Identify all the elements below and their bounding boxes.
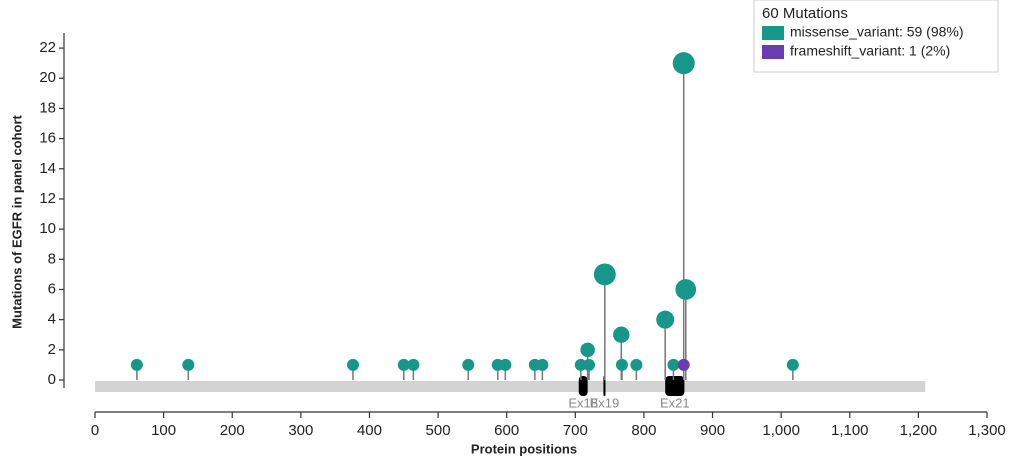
mutation-marker: [667, 358, 680, 371]
mutation-marker: [182, 358, 195, 371]
mutation-marker: [677, 358, 690, 371]
mutation-marker: [499, 358, 512, 371]
y-tick-label: 18: [39, 99, 56, 116]
mutation-marker: [786, 358, 799, 371]
mutation-marker: [583, 358, 596, 371]
mutation-marker: [580, 342, 595, 358]
exon-label: Ex21: [660, 395, 690, 410]
exon: [665, 376, 685, 396]
mutation-marker: [615, 358, 628, 371]
x-tick-label: 300: [288, 422, 313, 439]
x-tick-label: 700: [563, 422, 588, 439]
x-tick-label: 600: [494, 422, 519, 439]
x-tick-label: 400: [357, 422, 382, 439]
legend-label: missense_variant: 59 (98%): [790, 24, 964, 40]
y-tick-label: 6: [48, 280, 56, 297]
mutation-marker: [346, 358, 359, 371]
x-tick-label: 800: [631, 422, 656, 439]
mutation-marker: [630, 358, 643, 371]
exon-label: Ex18: [568, 395, 598, 410]
mutation-marker: [672, 52, 695, 75]
x-axis-label: Protein positions: [471, 441, 577, 456]
legend-swatch: [762, 45, 784, 59]
x-tick-label: 1,300: [968, 422, 1006, 439]
exon: [603, 376, 606, 396]
y-tick-label: 2: [48, 341, 56, 358]
legend-swatch: [762, 26, 784, 40]
y-tick-label: 12: [39, 190, 56, 207]
x-tick-label: 100: [151, 422, 176, 439]
mutation-marker: [407, 358, 420, 371]
y-tick-label: 20: [39, 69, 56, 86]
legend-title: 60 Mutations: [762, 5, 848, 22]
x-tick-label: 1,100: [831, 422, 869, 439]
y-tick-label: 22: [39, 39, 56, 56]
exon-label: Ex19: [590, 395, 620, 410]
y-tick-label: 8: [48, 250, 56, 267]
y-axis-label: Mutations of EGFR in panel cohort: [9, 114, 24, 328]
protein-bar: [95, 381, 926, 392]
mutation-marker: [574, 358, 587, 371]
x-tick-label: 1,000: [762, 422, 800, 439]
y-tick-label: 10: [39, 220, 56, 237]
y-tick-label: 0: [48, 371, 56, 388]
mutation-marker: [613, 326, 630, 343]
mutation-marker: [130, 358, 143, 371]
exon: [578, 376, 588, 396]
legend-box: [753, 0, 999, 73]
y-tick-label: 16: [39, 130, 56, 147]
x-tick-label: 1,200: [900, 422, 938, 439]
x-tick-label: 900: [700, 422, 725, 439]
mutation-marker: [397, 358, 410, 371]
y-tick-label: 4: [48, 311, 56, 328]
mutation-marker: [593, 263, 616, 286]
mutation-marker: [656, 310, 675, 329]
x-tick-label: 200: [220, 422, 245, 439]
mutation-marker: [462, 358, 475, 371]
y-tick-label: 14: [39, 160, 56, 177]
legend-label: frameshift_variant: 1 (2%): [790, 43, 950, 59]
x-tick-label: 500: [426, 422, 451, 439]
x-tick-label: 0: [91, 422, 99, 439]
mutation-marker: [675, 279, 697, 300]
mutation-marker: [536, 358, 549, 371]
